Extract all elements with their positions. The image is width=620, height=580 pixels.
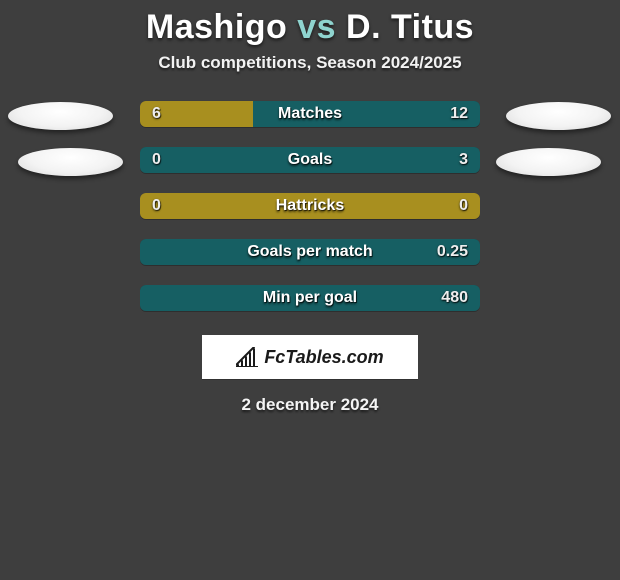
brand-chart-icon	[236, 347, 258, 367]
stat-value-left: 0	[152, 193, 161, 219]
player-oval-left	[8, 102, 113, 130]
stat-value-right: 12	[450, 101, 468, 127]
player-oval-right	[496, 148, 601, 176]
stat-row: 0.25Goals per match	[0, 229, 620, 275]
title-right-name: D. Titus	[346, 8, 474, 46]
bar-fill-right	[140, 147, 480, 173]
title-left-name: Mashigo	[146, 8, 287, 46]
bar-track	[140, 239, 480, 265]
root: Mashigo vs D. Titus Club competitions, S…	[0, 0, 620, 580]
stat-row: 00Hattricks	[0, 183, 620, 229]
stat-row: 612Matches	[0, 91, 620, 137]
bar-fill-left	[140, 193, 480, 219]
bar-track	[140, 285, 480, 311]
date-line: 2 december 2024	[0, 395, 620, 415]
stat-row: 03Goals	[0, 137, 620, 183]
stat-value-right: 3	[459, 147, 468, 173]
comparison-stage: 612Matches03Goals00Hattricks0.25Goals pe…	[0, 91, 620, 321]
subtitle: Club competitions, Season 2024/2025	[0, 53, 620, 91]
bar-track	[140, 101, 480, 127]
stat-value-right: 0	[459, 193, 468, 219]
stat-row: 480Min per goal	[0, 275, 620, 321]
player-oval-right	[506, 102, 611, 130]
stat-value-right: 0.25	[437, 239, 468, 265]
bar-fill-right	[140, 239, 480, 265]
brand-box[interactable]: FcTables.com	[202, 335, 418, 379]
page-title: Mashigo vs D. Titus	[0, 0, 620, 53]
stat-value-right: 480	[441, 285, 468, 311]
bar-fill-right	[140, 285, 480, 311]
title-vs: vs	[297, 8, 336, 46]
brand-text: FcTables.com	[264, 347, 383, 368]
stat-value-left: 6	[152, 101, 161, 127]
brand-label: FcTables.com	[236, 347, 383, 368]
bar-fill-right	[253, 101, 480, 127]
bar-track	[140, 147, 480, 173]
bar-track	[140, 193, 480, 219]
stat-value-left: 0	[152, 147, 161, 173]
player-oval-left	[18, 148, 123, 176]
